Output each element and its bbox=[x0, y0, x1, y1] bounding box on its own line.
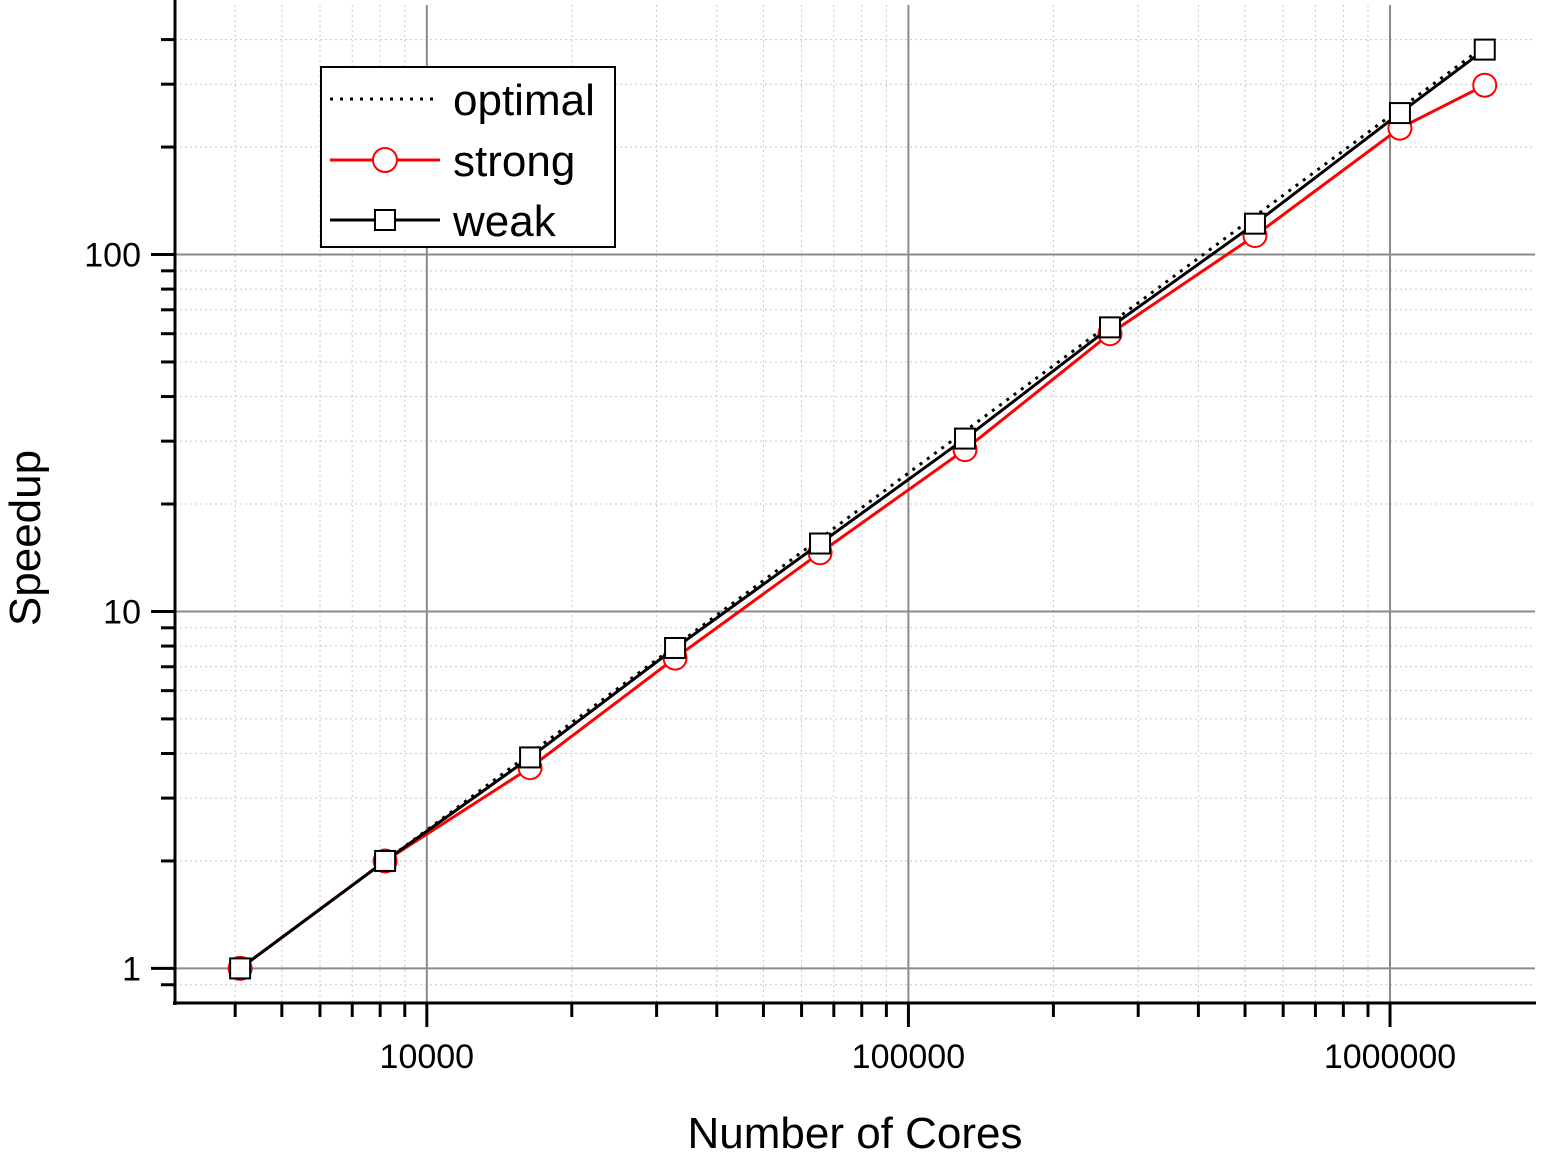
legend-marker-weak bbox=[374, 209, 396, 231]
series-line-optimal bbox=[239, 44, 1486, 970]
data-series bbox=[227, 38, 1498, 981]
data-point-weak bbox=[519, 746, 542, 769]
x-tick-label: 100000 bbox=[852, 1038, 965, 1076]
legend-label-optimal: optimal bbox=[453, 76, 595, 125]
data-point-weak bbox=[1243, 212, 1266, 235]
y-tick-label: 1 bbox=[122, 950, 141, 988]
data-point-weak bbox=[1473, 38, 1496, 61]
series-optimal bbox=[239, 44, 1486, 970]
y-tick-label: 10 bbox=[103, 593, 141, 631]
legend-entry-weak: weak bbox=[330, 197, 557, 246]
data-point-weak bbox=[374, 849, 397, 872]
x-axis-title: Number of Cores bbox=[687, 1109, 1022, 1152]
y-tick-label: 100 bbox=[84, 237, 141, 275]
tick-marks bbox=[151, 38, 1392, 1027]
series-weak bbox=[229, 38, 1496, 980]
data-point-weak bbox=[1098, 316, 1121, 339]
legend-entry-strong: strong bbox=[330, 137, 575, 186]
data-point-weak bbox=[229, 957, 252, 980]
legend: optimal strong weak bbox=[320, 66, 616, 248]
data-point-weak bbox=[1388, 102, 1411, 125]
x-tick-label: 1000000 bbox=[1324, 1038, 1456, 1076]
data-point-strong bbox=[1472, 72, 1498, 98]
data-point-weak bbox=[954, 427, 977, 450]
series-line-weak bbox=[239, 48, 1486, 970]
legend-marker-strong bbox=[372, 147, 398, 173]
x-tick-label: 10000 bbox=[380, 1038, 475, 1076]
legend-label-strong: strong bbox=[453, 137, 575, 186]
tick-labels: 10000 100000 1000000 1 10 100 bbox=[84, 237, 1456, 1077]
legend-label-weak: weak bbox=[452, 197, 557, 246]
legend-entry-optimal: optimal bbox=[330, 76, 595, 125]
series-line-strong bbox=[239, 83, 1486, 970]
y-axis-title: Speedup bbox=[1, 450, 50, 626]
legend-box bbox=[320, 66, 616, 248]
data-point-weak bbox=[809, 532, 832, 555]
major-grid bbox=[175, 5, 1535, 1003]
data-point-weak bbox=[664, 636, 687, 659]
